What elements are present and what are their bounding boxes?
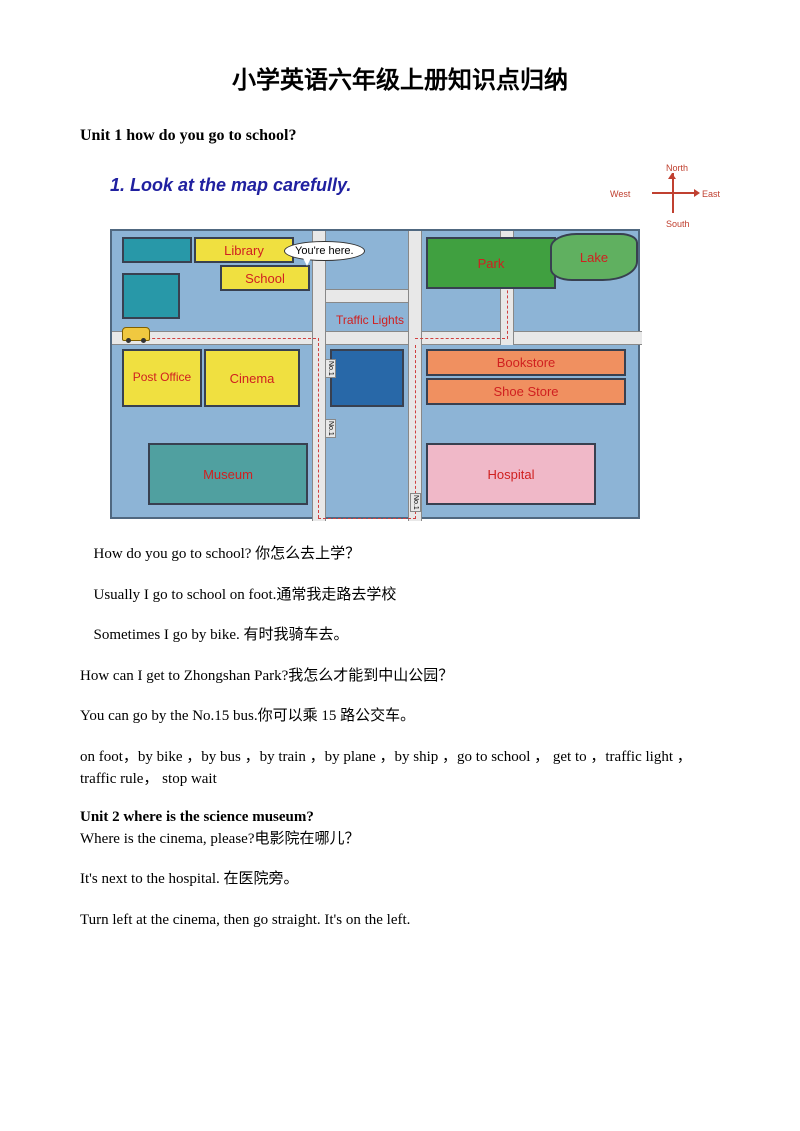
no1-label-1: No.1 — [325, 359, 336, 378]
compass-south: South — [666, 219, 690, 229]
car-icon — [122, 327, 150, 341]
compass-west: West — [610, 189, 630, 199]
speech-bubble: You're here. — [284, 241, 365, 261]
block-school: School — [220, 265, 310, 291]
unit2-heading: Unit 2 where is the science museum? — [80, 809, 720, 826]
page-title: 小学英语六年级上册知识点归纳 — [80, 60, 720, 95]
sentence-2: Usually I go to school on foot.通常我走路去学校 — [80, 584, 720, 607]
block-bookstore: Bookstore — [426, 349, 626, 376]
sentence-3: Sometimes I go by bike. 有时我骑车去。 — [80, 624, 720, 647]
block-park: Park — [426, 237, 556, 289]
block-post-office: Post Office — [122, 349, 202, 407]
block-lake: Lake — [550, 233, 638, 281]
sentence-8: It's next to the hospital. 在医院旁。 — [80, 868, 720, 891]
block-hospital: Hospital — [426, 443, 596, 505]
map-title: 1. Look at the map carefully. — [110, 175, 351, 196]
block-blue — [330, 349, 404, 407]
sentence-4: How can I get to Zhongshan Park?我怎么才能到中山… — [80, 665, 720, 688]
compass-icon: North South East West — [630, 163, 720, 225]
compass-north: North — [666, 163, 688, 173]
block-shoe-store: Shoe Store — [426, 378, 626, 405]
no1-label-2: No.1 — [325, 419, 336, 438]
block-teal — [122, 237, 192, 263]
block-teal2 — [122, 273, 180, 319]
unit1-heading: Unit 1 how do you go to school? — [80, 127, 720, 145]
post-office-label: Post Office — [133, 371, 191, 384]
sentence-1: How do you go to school? 你怎么去上学？ — [80, 543, 720, 566]
block-museum: Museum — [148, 443, 308, 505]
compass-east: East — [702, 189, 720, 199]
sentence-7: Where is the cinema, please?电影院在哪儿？ — [80, 828, 720, 851]
sentence-5: You can go by the No.15 bus.你可以乘 15 路公交车… — [80, 705, 720, 728]
vocab-list: on foot，by bike ，by bus ，by train ，by pl… — [80, 746, 720, 791]
block-cinema: Cinema — [204, 349, 300, 407]
no1-label-3: No.1 — [410, 493, 421, 512]
map-section: 1. Look at the map carefully. North Sout… — [110, 163, 720, 519]
traffic-lights-label: Traffic Lights — [336, 313, 404, 327]
sentence-9: Turn left at the cinema, then go straigh… — [80, 909, 720, 932]
block-library: Library — [194, 237, 294, 263]
map: Library School Park Lake You're here. Tr… — [110, 229, 640, 519]
